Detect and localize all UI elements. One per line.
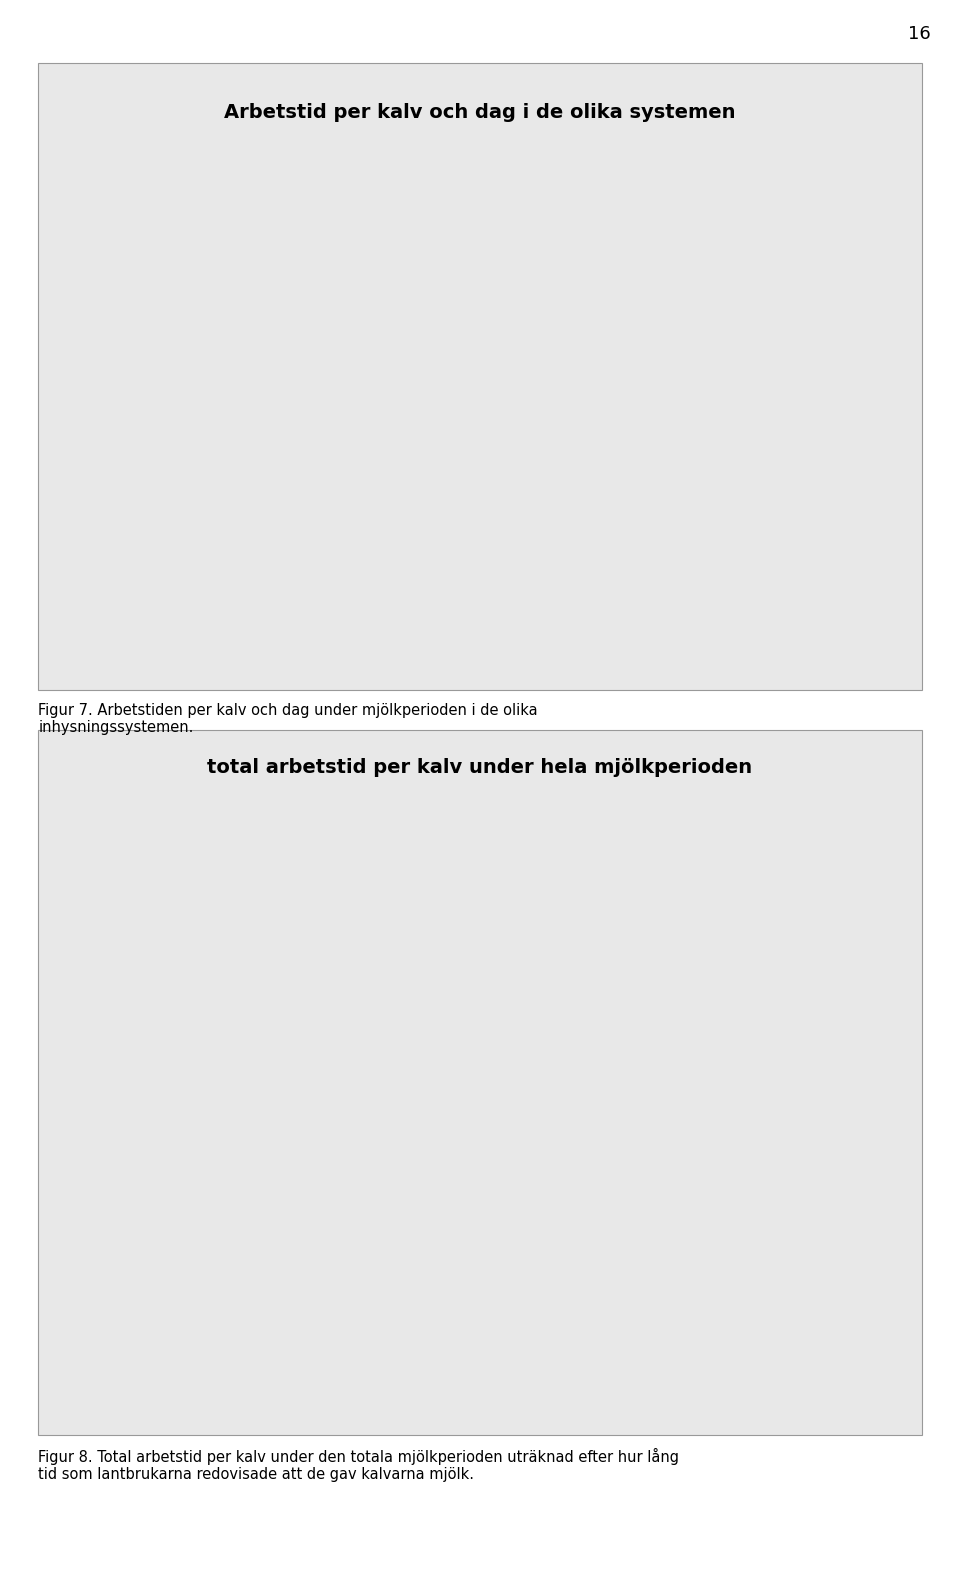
Bar <box>780 1164 854 1356</box>
Text: 16: 16 <box>908 25 931 43</box>
Text: Arbetstid per kalv och dag i de olika systemen: Arbetstid per kalv och dag i de olika sy… <box>225 103 735 122</box>
Text: Figur 7. Arbetstiden per kalv och dag under mjölkperioden i de olika
inhysningss: Figur 7. Arbetstiden per kalv och dag un… <box>38 703 538 734</box>
Bar <box>553 246 627 626</box>
X-axis label: gårdar/system: gårdar/system <box>460 1389 606 1410</box>
Bar <box>324 449 398 626</box>
Bar <box>211 1101 285 1356</box>
Y-axis label: minuter: minuter <box>108 1042 126 1123</box>
Bar <box>780 492 854 626</box>
Text: Figur 8. Total arbetstid per kalv under den totala mjölkperioden uträknad efter : Figur 8. Total arbetstid per kalv under … <box>38 1448 680 1483</box>
Bar <box>553 885 627 1356</box>
Bar <box>211 471 285 626</box>
X-axis label: gårdar/system: gårdar/system <box>460 660 606 680</box>
Bar <box>439 863 513 1356</box>
Bar <box>439 228 513 626</box>
Y-axis label: minuter per dag: minuter per dag <box>129 311 147 474</box>
Bar <box>667 1155 741 1356</box>
Bar <box>667 484 741 626</box>
Bar <box>324 1028 398 1356</box>
Text: total arbetstid per kalv under hela mjölkperioden: total arbetstid per kalv under hela mjöl… <box>207 758 753 777</box>
